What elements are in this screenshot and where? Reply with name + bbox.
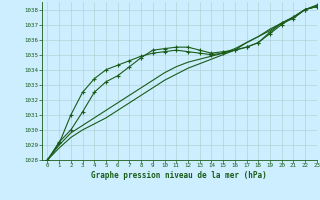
X-axis label: Graphe pression niveau de la mer (hPa): Graphe pression niveau de la mer (hPa) <box>91 171 267 180</box>
